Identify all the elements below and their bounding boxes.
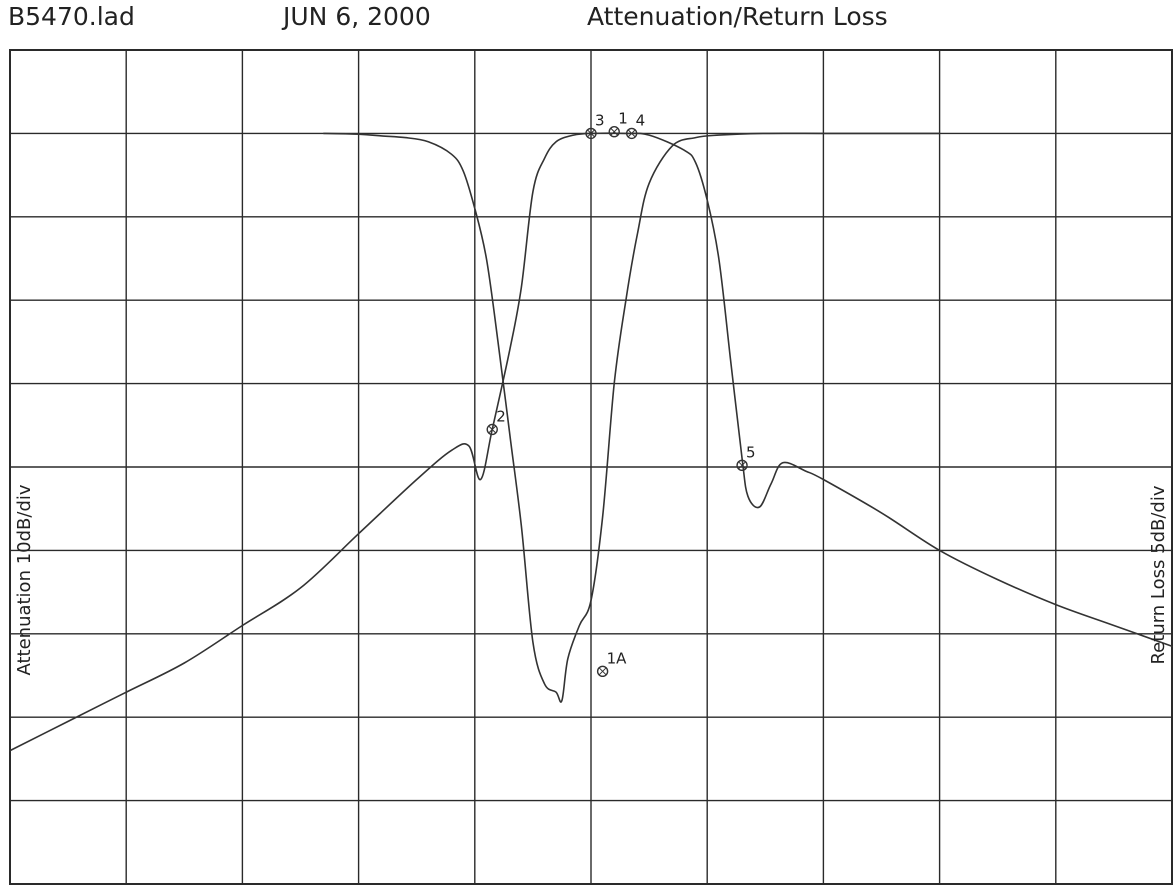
- marker-cross: [598, 667, 607, 676]
- return-loss-curve: [9, 132, 1173, 752]
- marker-cross: [738, 461, 746, 470]
- marker-3: 3: [585, 111, 605, 140]
- marker-cross: [587, 129, 595, 138]
- marker-label: 1A: [607, 649, 628, 667]
- chart-curves: [9, 132, 1173, 752]
- attenuation-curve: [322, 132, 941, 703]
- marker-label: 4: [636, 111, 646, 129]
- marker-circle: [596, 665, 609, 678]
- marker-label: 1: [618, 110, 628, 128]
- chart-grid: [9, 49, 1173, 885]
- chart-markers: 3 1 4 2 5 1A: [486, 110, 756, 678]
- marker-1a: 1A: [596, 649, 628, 678]
- right-axis-label: Return Loss 5dB/div: [1148, 485, 1169, 664]
- marker-4: 4: [625, 111, 646, 140]
- marker-circle: [625, 127, 638, 140]
- marker-cross: [627, 129, 636, 138]
- marker-label: 2: [496, 407, 506, 425]
- marker-2: 2: [486, 407, 506, 436]
- marker-circle: [486, 423, 498, 436]
- marker-label: 5: [746, 443, 756, 461]
- marker-circle: [608, 126, 620, 138]
- marker-circle: [585, 127, 597, 140]
- marker-cross: [488, 425, 497, 434]
- marker-label: 3: [595, 111, 605, 129]
- chart-date: JUN 6, 2000: [283, 2, 431, 31]
- marker-5: 5: [736, 443, 756, 472]
- marker-cross: [610, 127, 619, 136]
- marker-circle: [736, 459, 748, 472]
- file-name: B5470.lad: [8, 2, 135, 31]
- marker-1: 1: [608, 110, 628, 138]
- chart-title: Attenuation/Return Loss: [587, 2, 888, 31]
- left-axis-label: Attenuation 10dB/div: [14, 484, 35, 675]
